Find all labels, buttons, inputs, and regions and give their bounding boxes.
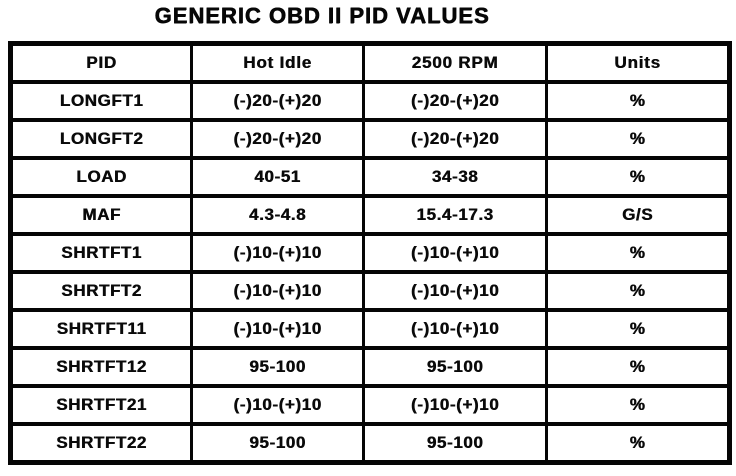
cell-units: % <box>545 270 731 312</box>
cell-hot-idle: 4.3-4.8 <box>190 194 365 236</box>
cell-2500-rpm: (-)10-(+)10 <box>362 308 548 350</box>
table-row: SHRTFT22 95-100 95-100 % <box>9 422 731 465</box>
column-header-units: Units <box>545 41 731 84</box>
cell-units: % <box>545 346 731 388</box>
cell-hot-idle: 95-100 <box>190 346 365 388</box>
column-header-2500-rpm: 2500 RPM <box>362 41 548 84</box>
cell-hot-idle: (-)10-(+)10 <box>190 270 365 312</box>
cell-hot-idle: (-)10-(+)10 <box>190 232 365 274</box>
pid-table: PID Hot Idle 2500 RPM Units LONGFT1 (-)2… <box>8 41 732 465</box>
cell-units: % <box>545 118 731 160</box>
cell-pid: SHRTFT12 <box>9 346 193 388</box>
table-row: SHRTFT2 (-)10-(+)10 (-)10-(+)10 % <box>9 270 731 312</box>
cell-hot-idle: (-)10-(+)10 <box>190 384 365 426</box>
cell-pid: SHRTFT21 <box>9 384 193 426</box>
cell-2500-rpm: (-)20-(+)20 <box>362 80 548 122</box>
table-row: SHRTFT12 95-100 95-100 % <box>9 346 731 388</box>
pid-values-table: PID Hot Idle 2500 RPM Units LONGFT1 (-)2… <box>8 41 732 465</box>
cell-pid: SHRTFT11 <box>9 308 193 350</box>
cell-units: % <box>545 232 731 274</box>
cell-pid: LONGFT2 <box>9 118 193 160</box>
cell-hot-idle: (-)20-(+)20 <box>190 118 365 160</box>
cell-units: % <box>545 308 731 350</box>
column-header-hot-idle: Hot Idle <box>190 41 365 84</box>
table-header-row: PID Hot Idle 2500 RPM Units <box>9 41 731 84</box>
cell-units: % <box>545 156 731 198</box>
cell-pid: SHRTFT22 <box>9 422 193 465</box>
cell-pid: MAF <box>9 194 193 236</box>
cell-units: % <box>545 422 731 465</box>
table-row: SHRTFT11 (-)10-(+)10 (-)10-(+)10 % <box>9 308 731 350</box>
cell-2500-rpm: 95-100 <box>362 346 548 388</box>
cell-hot-idle: 95-100 <box>190 422 365 465</box>
cell-hot-idle: 40-51 <box>190 156 365 198</box>
cell-pid: SHRTFT1 <box>9 232 193 274</box>
table-row: SHRTFT21 (-)10-(+)10 (-)10-(+)10 % <box>9 384 731 426</box>
cell-units: % <box>545 384 731 426</box>
cell-2500-rpm: 34-38 <box>362 156 548 198</box>
cell-units: G/S <box>545 194 731 236</box>
cell-units: % <box>545 80 731 122</box>
page-title: GENERIC OBD II PID VALUES <box>154 3 490 28</box>
cell-2500-rpm: 15.4-17.3 <box>362 194 548 236</box>
cell-2500-rpm: (-)20-(+)20 <box>362 118 548 160</box>
cell-hot-idle: (-)10-(+)10 <box>190 308 365 350</box>
cell-pid: SHRTFT2 <box>9 270 193 312</box>
table-row: LOAD 40-51 34-38 % <box>9 156 731 198</box>
cell-2500-rpm: (-)10-(+)10 <box>362 384 548 426</box>
table-row: LONGFT1 (-)20-(+)20 (-)20-(+)20 % <box>9 80 731 122</box>
column-header-pid: PID <box>9 41 193 84</box>
cell-2500-rpm: (-)10-(+)10 <box>362 232 548 274</box>
table-row: SHRTFT1 (-)10-(+)10 (-)10-(+)10 % <box>9 232 731 274</box>
cell-2500-rpm: 95-100 <box>362 422 548 465</box>
cell-pid: LOAD <box>9 156 193 198</box>
cell-pid: LONGFT1 <box>9 80 193 122</box>
table-row: LONGFT2 (-)20-(+)20 (-)20-(+)20 % <box>9 118 731 160</box>
cell-hot-idle: (-)20-(+)20 <box>190 80 365 122</box>
table-row: MAF 4.3-4.8 15.4-17.3 G/S <box>9 194 731 236</box>
cell-2500-rpm: (-)10-(+)10 <box>362 270 548 312</box>
